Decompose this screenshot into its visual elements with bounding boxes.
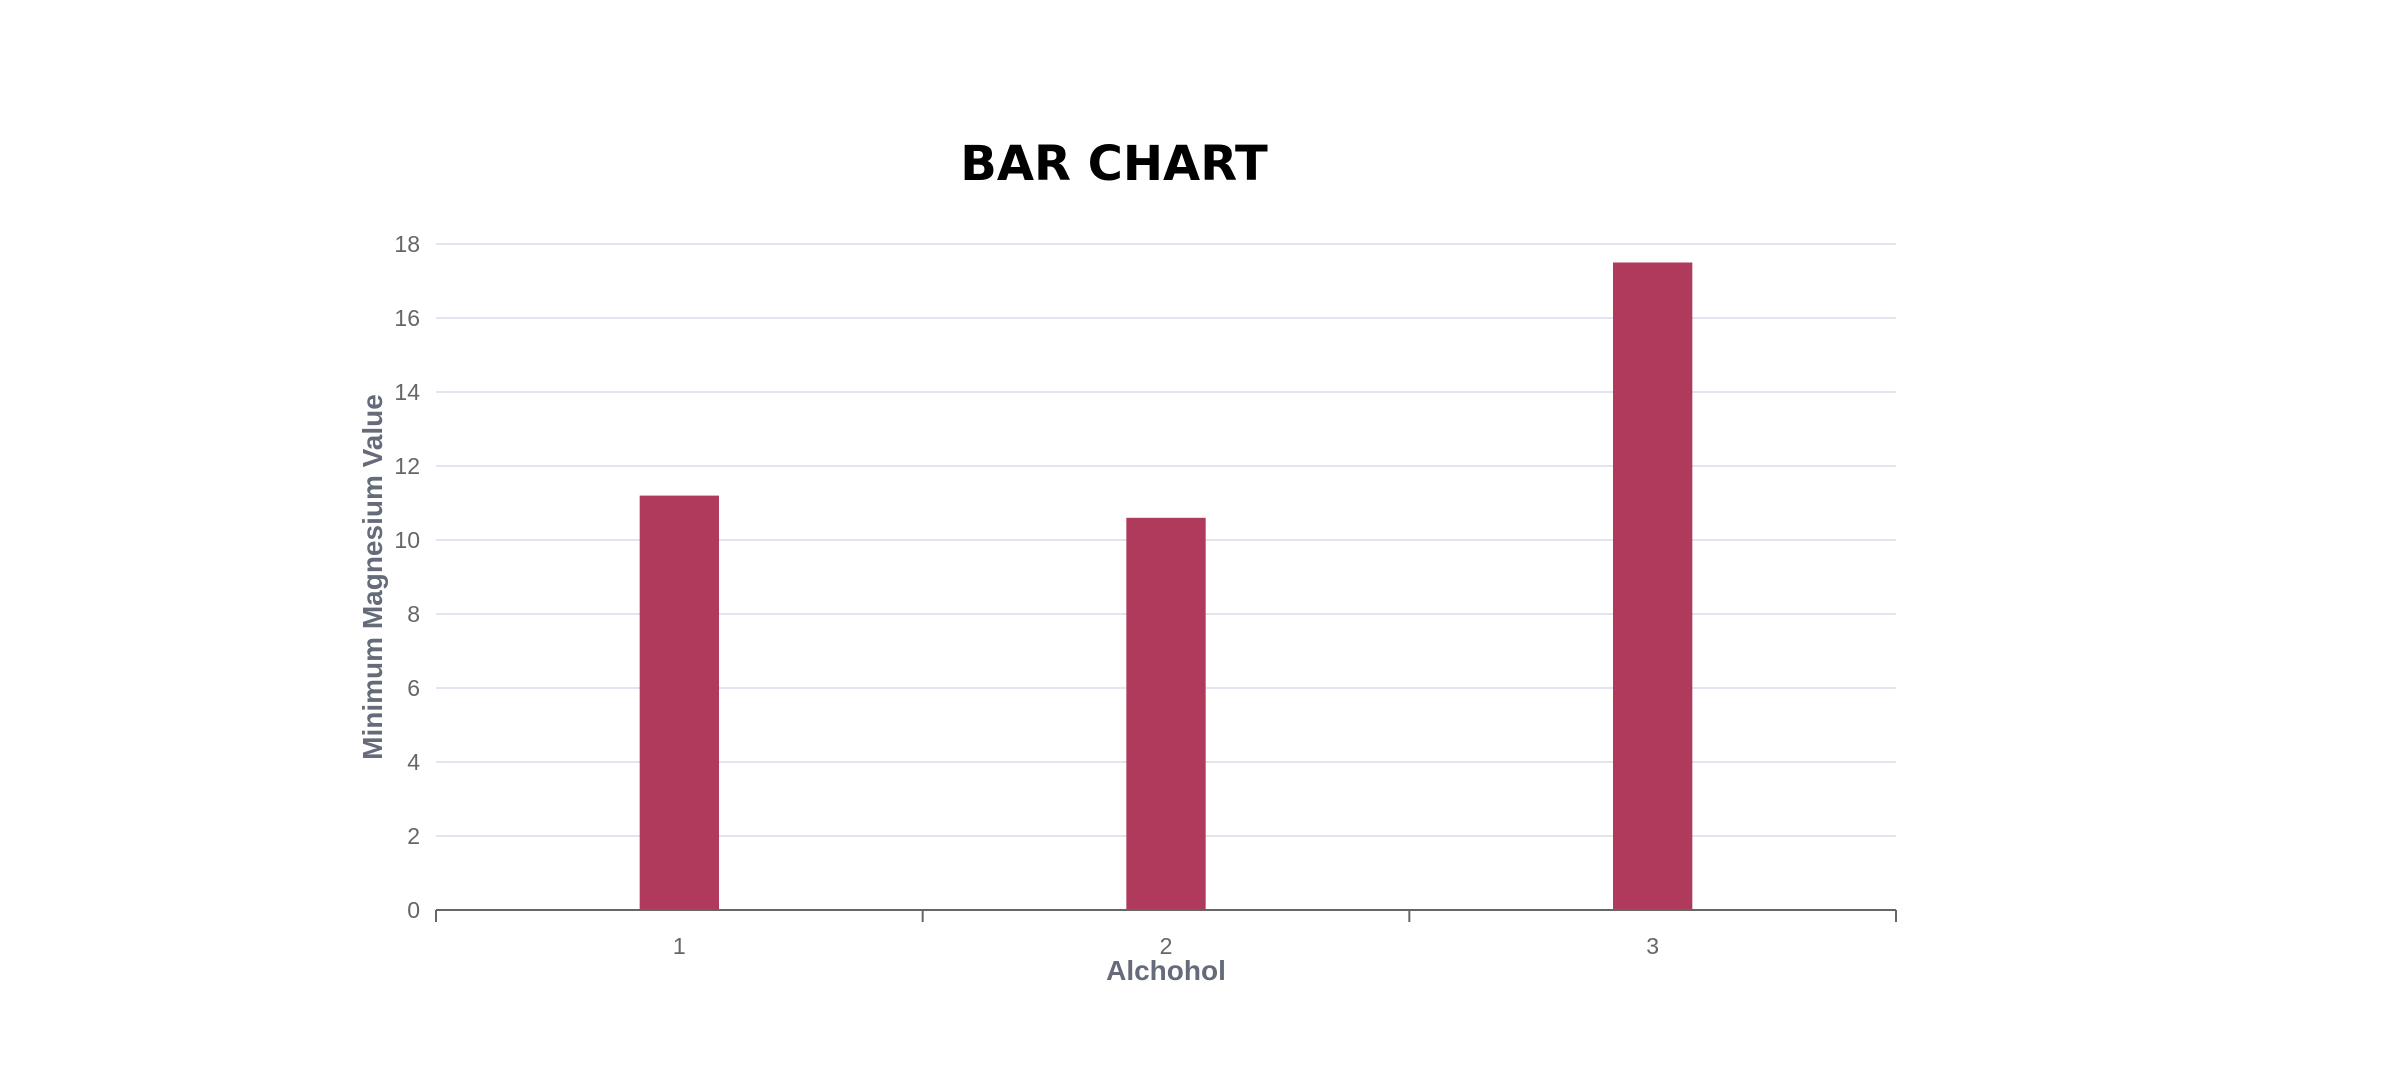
bars — [639, 262, 1693, 910]
y-tick-label-2: 2 — [407, 823, 420, 849]
y-tick-label-12: 12 — [394, 453, 420, 479]
y-tick-label-6: 6 — [407, 675, 420, 701]
x-tick-label-2: 2 — [1160, 933, 1173, 959]
chart-title: BAR CHART — [960, 136, 1268, 192]
bar-1 — [639, 495, 719, 910]
y-tick-label-10: 10 — [394, 527, 420, 553]
x-tick-label-1: 1 — [673, 933, 686, 959]
y-tick-label-4: 4 — [407, 749, 420, 775]
bar-3 — [1613, 262, 1693, 910]
y-tick-label-18: 18 — [394, 231, 420, 257]
x-axis-title: Alchohol — [1106, 955, 1226, 986]
y-tick-label-14: 14 — [394, 379, 420, 405]
x-tick-label-3: 3 — [1646, 933, 1659, 959]
y-axis-title: Minimum Magnesium Value — [357, 394, 388, 760]
y-tick-label-8: 8 — [407, 601, 420, 627]
y-tick-label-16: 16 — [394, 305, 420, 331]
y-tick-label-0: 0 — [407, 897, 420, 923]
bar-2 — [1126, 517, 1206, 910]
